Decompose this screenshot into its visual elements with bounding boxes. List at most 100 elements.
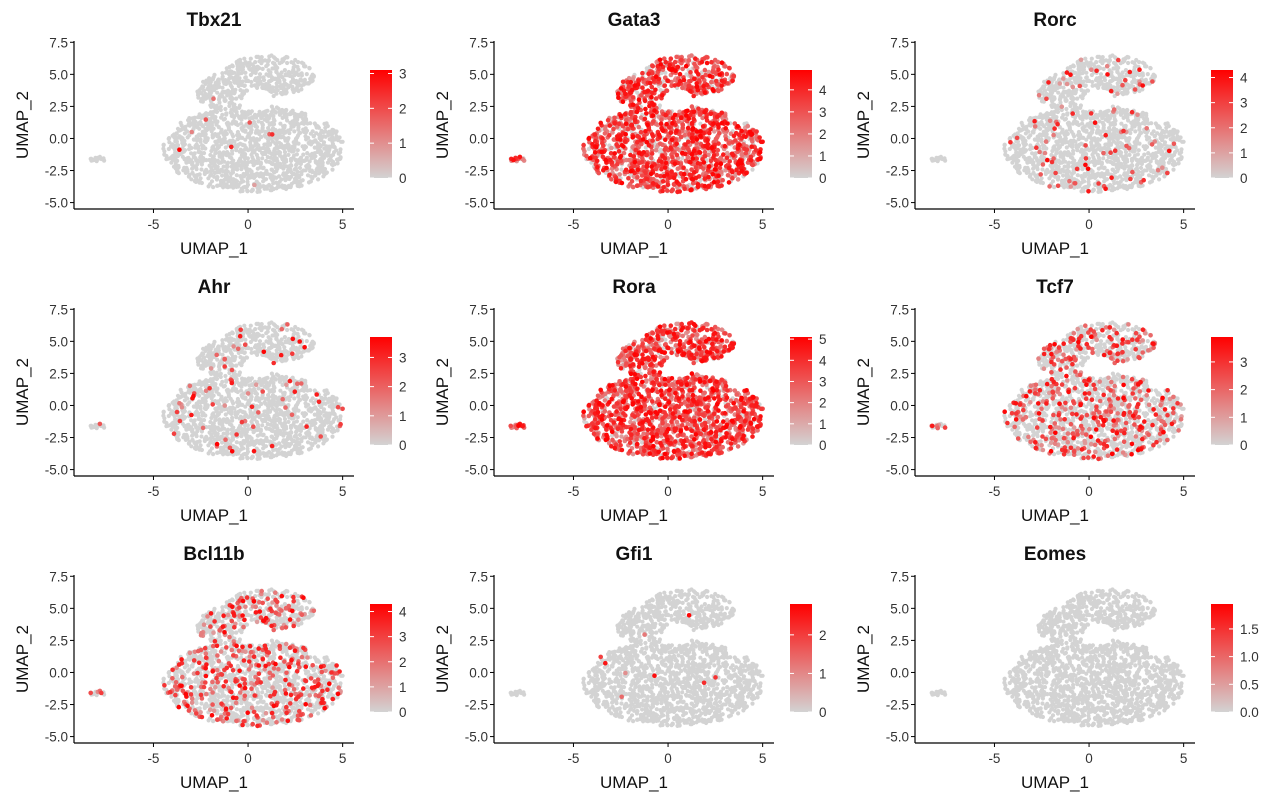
data-point (324, 121, 329, 126)
data-point (1068, 64, 1073, 70)
data-point (233, 178, 238, 183)
data-point (235, 129, 240, 135)
legend-tick-label: 1 (399, 136, 407, 151)
data-point (325, 160, 331, 165)
data-point (234, 173, 239, 178)
data-point (681, 165, 686, 170)
data-point (671, 175, 677, 181)
data-point (607, 157, 613, 163)
data-point (635, 167, 641, 172)
data-point (187, 123, 192, 128)
data-point (691, 109, 697, 115)
data-point (211, 96, 216, 101)
data-point (187, 143, 192, 148)
data-point (290, 74, 295, 79)
data-point (642, 98, 648, 104)
data-point (1107, 126, 1112, 131)
data-point (612, 121, 618, 126)
data-point (309, 174, 314, 179)
data-point (275, 151, 280, 156)
data-point (239, 62, 244, 67)
data-point (1036, 162, 1041, 167)
data-point (201, 79, 206, 84)
data-point (274, 91, 279, 96)
data-point (213, 151, 218, 156)
data-point (294, 71, 299, 76)
data-point (257, 185, 262, 190)
data-point (1119, 121, 1124, 126)
data-point (622, 111, 628, 117)
data-point (247, 66, 252, 71)
data-point (269, 104, 274, 109)
data-point (277, 109, 282, 115)
data-point (725, 173, 731, 178)
data-point (223, 145, 228, 150)
data-point (757, 135, 762, 140)
data-point (691, 93, 696, 99)
data-point (616, 95, 621, 100)
data-point (307, 159, 312, 164)
data-point (1160, 161, 1165, 166)
data-point (235, 161, 240, 166)
data-point (230, 76, 235, 81)
legend-tick-label: 3 (819, 105, 827, 120)
data-point (607, 133, 612, 138)
data-point (623, 91, 628, 97)
data-point (175, 153, 180, 159)
data-point (289, 80, 294, 85)
data-point (304, 137, 309, 142)
data-point (700, 124, 706, 129)
data-point (698, 133, 703, 139)
data-point (622, 139, 628, 144)
data-point (620, 79, 626, 85)
data-point (613, 179, 619, 185)
data-point (663, 137, 668, 142)
data-point (303, 111, 308, 116)
data-point (680, 122, 685, 127)
data-point (623, 167, 629, 173)
data-point (286, 152, 291, 157)
data-point (93, 155, 98, 160)
data-point (207, 91, 212, 97)
x-tick-label: 0 (244, 217, 252, 232)
data-point (688, 78, 693, 84)
data-point (258, 160, 263, 165)
data-point (618, 113, 624, 119)
data-point (636, 97, 642, 102)
data-point (239, 167, 244, 172)
data-point (250, 188, 255, 193)
data-point (282, 150, 288, 155)
data-point (324, 144, 329, 149)
data-point (1015, 139, 1021, 144)
data-point (605, 117, 611, 123)
data-point (187, 133, 192, 138)
data-point (710, 172, 716, 177)
data-point (1122, 134, 1127, 139)
data-point (616, 149, 622, 154)
data-point (680, 156, 685, 161)
legend-tick-label: 0 (819, 171, 827, 186)
data-point (230, 151, 235, 156)
data-point (203, 117, 209, 122)
data-point (327, 147, 332, 152)
data-point (641, 150, 646, 155)
data-point (315, 124, 320, 129)
data-point (296, 60, 301, 65)
data-point (208, 182, 213, 187)
data-point (295, 117, 300, 122)
data-point (1115, 85, 1120, 90)
data-point (660, 93, 665, 98)
data-point (628, 168, 634, 174)
data-point (262, 177, 267, 182)
y-tick-label: 5.0 (49, 67, 68, 82)
data-point (735, 124, 741, 129)
data-point (270, 177, 275, 183)
data-point (231, 185, 236, 190)
data-point (245, 179, 250, 184)
data-point (709, 59, 714, 65)
data-point (714, 78, 719, 84)
data-point (199, 167, 204, 172)
data-point (1099, 171, 1104, 176)
data-point (1056, 90, 1061, 95)
data-point (302, 158, 307, 163)
